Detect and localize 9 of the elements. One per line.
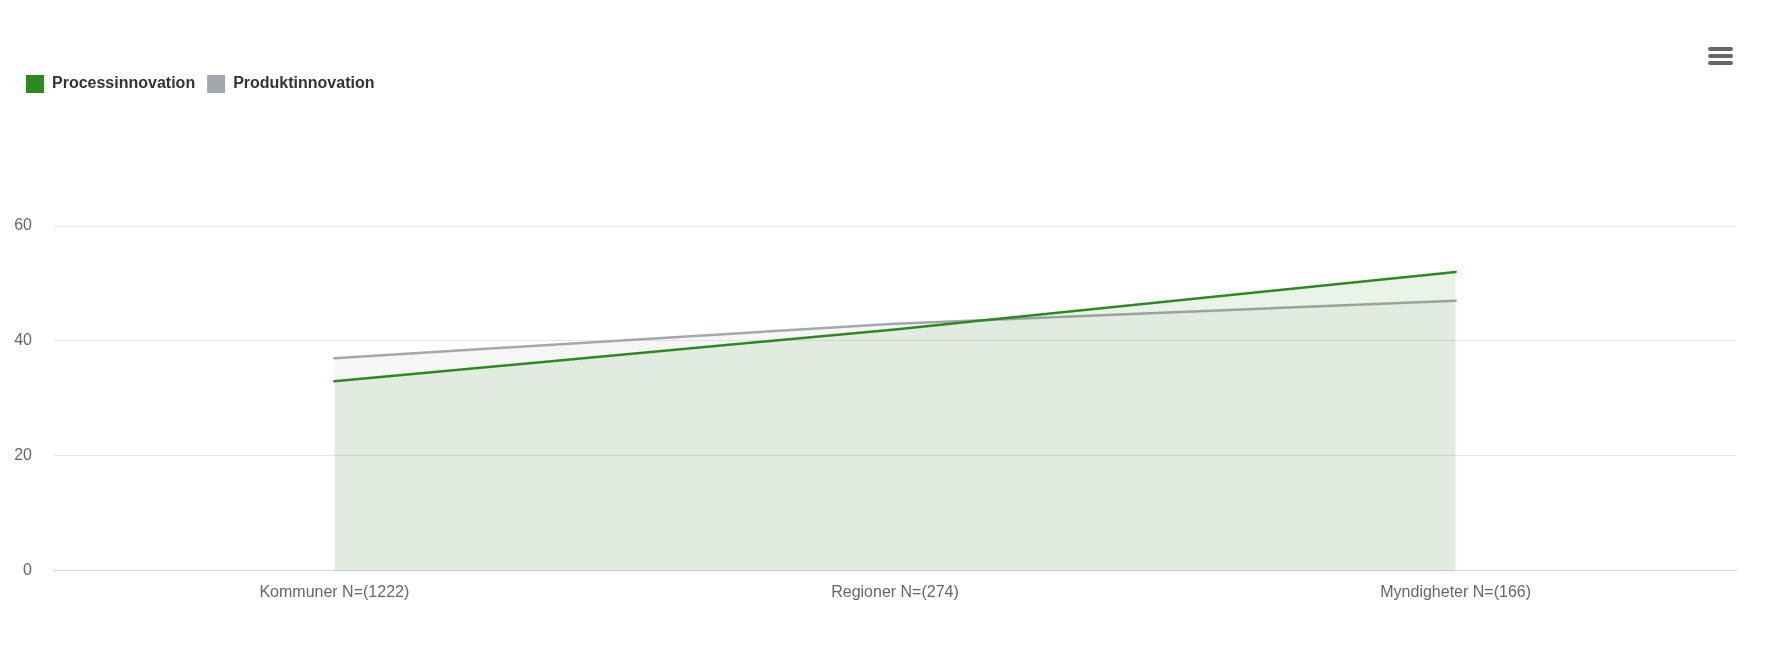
- x-tick-label: Myndigheter N=(166): [1380, 582, 1532, 600]
- y-tick-label: 60: [14, 216, 33, 234]
- legend-label: Processinnovation: [52, 74, 196, 92]
- y-tick-label: 0: [23, 561, 33, 579]
- y-tick-label: 40: [14, 331, 33, 349]
- x-tick-label: Regioner N=(274): [831, 582, 959, 600]
- x-tick-label: Kommuner N=(1222): [259, 582, 410, 600]
- y-tick-label: 20: [14, 446, 33, 464]
- legend-label: Produktinnovation: [233, 74, 375, 92]
